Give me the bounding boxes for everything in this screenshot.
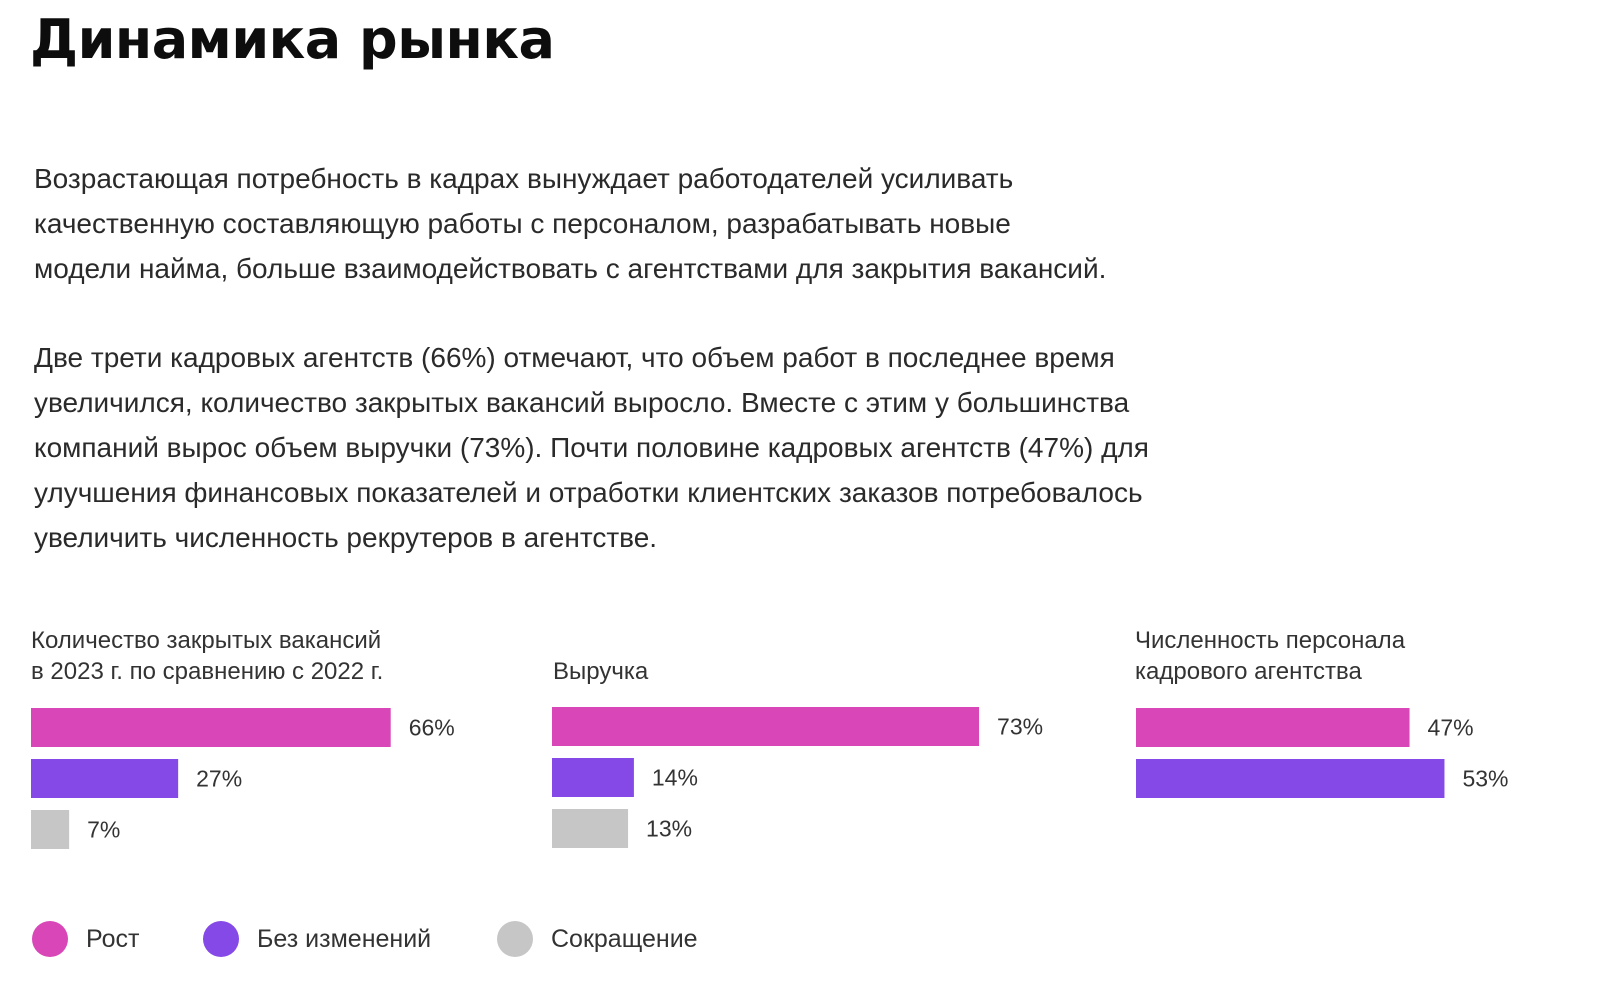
bar-value-label: 66% bbox=[409, 715, 455, 741]
legend-dot-icon bbox=[497, 921, 533, 957]
legend-dot-icon bbox=[32, 921, 68, 957]
bar-1-2 bbox=[31, 759, 179, 798]
bar-value-label: 47% bbox=[1428, 715, 1474, 741]
legend-item-decline: Сокращение bbox=[497, 916, 698, 962]
bar-2-2 bbox=[552, 758, 634, 797]
bar-value-label: 13% bbox=[646, 816, 692, 842]
bar-1-1 bbox=[31, 708, 391, 747]
intro-paragraph: Возрастающая потребность в кадрах вынужд… bbox=[34, 156, 1354, 291]
chart-title-vacancies: Количество закрытых вакансий в 2023 г. п… bbox=[31, 625, 383, 687]
chart-title-line: Численность персонала bbox=[1135, 627, 1406, 654]
paragraph-line: Возрастающая потребность в кадрах вынужд… bbox=[34, 163, 1014, 194]
chart-title-line: в 2023 г. по сравнению с 2022 г. bbox=[31, 658, 384, 685]
bar-value-label: 7% bbox=[87, 817, 120, 843]
chart-title-line: кадрового агентства bbox=[1135, 658, 1362, 685]
chart-title-staff: Численность персонала кадрового агентств… bbox=[1135, 625, 1405, 687]
paragraph-line: улучшения финансовых показателей и отраб… bbox=[34, 477, 1143, 508]
paragraph-line: компаний вырос объем выручки (73%). Почт… bbox=[34, 432, 1149, 463]
paragraph-line: Две трети кадровых агентств (66%) отмеча… bbox=[34, 342, 1115, 373]
legend-label: Сокращение bbox=[551, 924, 698, 953]
paragraph-line: качественную составляющую работы с персо… bbox=[34, 208, 1011, 239]
legend-item-no-change: Без изменений bbox=[203, 916, 431, 962]
paragraph-line: модели найма, больше взаимодействовать с… bbox=[34, 253, 1107, 284]
legend-label: Рост bbox=[86, 924, 140, 953]
legend-dot-icon bbox=[203, 921, 239, 957]
page-title: Динамика рынка bbox=[30, 8, 555, 71]
legend-item-growth: Рост bbox=[32, 916, 139, 962]
chart-title-line: Количество закрытых вакансий bbox=[31, 627, 382, 654]
bar-1-3 bbox=[31, 810, 70, 849]
bar-2-3 bbox=[552, 809, 629, 848]
bar-value-label: 27% bbox=[196, 766, 242, 792]
bar-3-2 bbox=[1136, 759, 1445, 798]
chart-title-line: Выручка bbox=[553, 658, 649, 685]
chart-title-revenue: Выручка bbox=[553, 656, 648, 687]
paragraph-line: увеличился, количество закрытых вакансий… bbox=[34, 387, 1130, 418]
bar-3-1 bbox=[1136, 708, 1410, 747]
bar-value-label: 73% bbox=[997, 714, 1043, 740]
legend-label: Без изменений bbox=[257, 924, 432, 953]
bar-value-label: 14% bbox=[652, 765, 698, 791]
paragraph-line: увеличить численность рекрутеров в агент… bbox=[34, 522, 658, 553]
bar-2-1 bbox=[552, 707, 980, 746]
bar-value-label: 53% bbox=[1462, 766, 1508, 792]
findings-paragraph: Две трети кадровых агентств (66%) отмеча… bbox=[34, 335, 1354, 560]
